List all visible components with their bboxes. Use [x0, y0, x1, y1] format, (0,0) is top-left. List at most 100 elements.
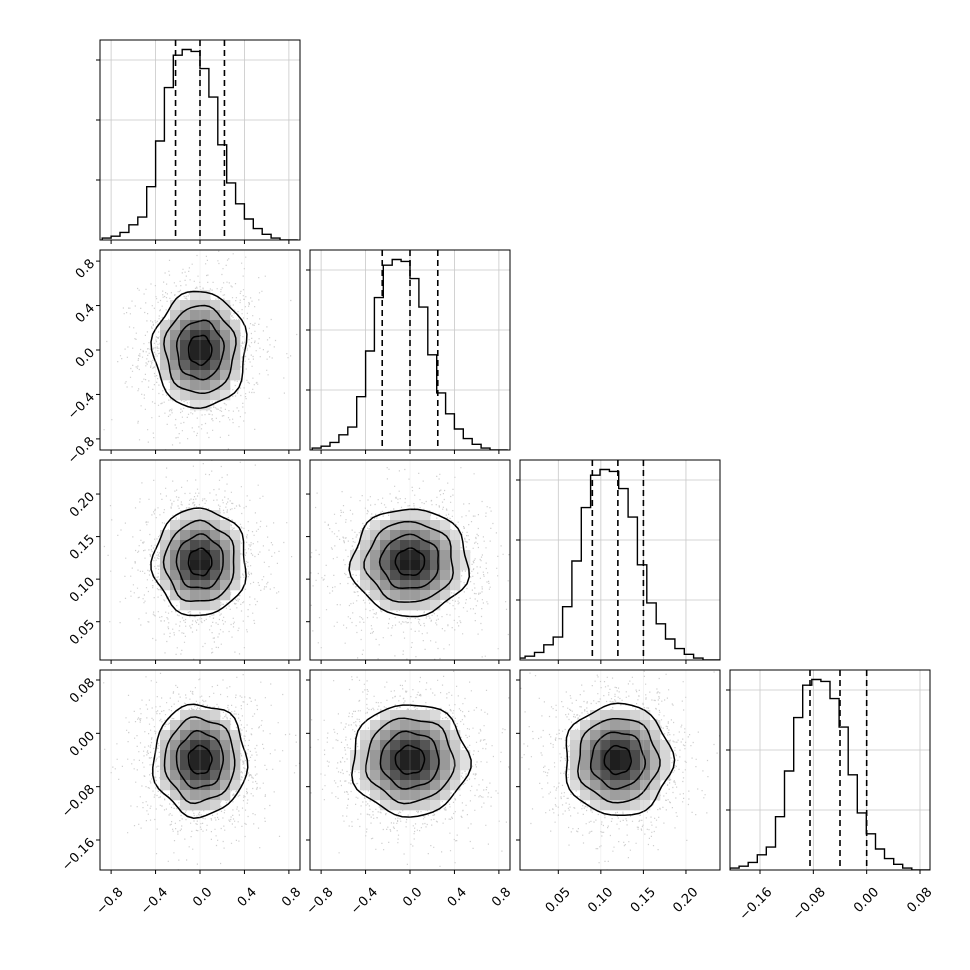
- density-cell: [200, 710, 211, 721]
- density-cell: [180, 350, 191, 361]
- density-cell: [590, 710, 601, 721]
- density-cell: [440, 550, 451, 561]
- histogram-3: [730, 678, 930, 870]
- density-cell: [360, 560, 371, 571]
- density-cell: [380, 760, 391, 771]
- density-cell: [410, 600, 421, 611]
- panel-frame: [519, 669, 721, 871]
- density-cell: [440, 790, 451, 801]
- panel-3-0: −0.8 −0.4 0.0 0.4 0.8 −0.16 −0.08 0.00 0.08: [59, 669, 304, 918]
- density-cell: [180, 380, 191, 391]
- density-cell: [630, 770, 641, 781]
- density-cell: [200, 730, 211, 741]
- density-cell: [460, 560, 471, 571]
- density-cell: [440, 560, 451, 571]
- density-cell: [220, 720, 231, 731]
- density-cell: [370, 520, 381, 531]
- density-cell: [200, 310, 211, 321]
- density-cell: [170, 310, 181, 321]
- density-cell: [210, 390, 221, 401]
- density-cell: [180, 540, 191, 551]
- density-cell: [400, 720, 411, 731]
- density-cell: [170, 390, 181, 401]
- density-cell: [170, 580, 181, 591]
- density-cell: [370, 560, 381, 571]
- density-cell: [590, 800, 601, 811]
- density-cell: [420, 730, 431, 741]
- density-cell: [430, 800, 441, 811]
- scatter-points: [310, 467, 510, 660]
- x-tick-label: −0.4: [348, 885, 381, 918]
- histogram-2: [520, 468, 720, 660]
- density-cell: [580, 730, 591, 741]
- density-cell: [220, 730, 231, 741]
- density-cell: [380, 520, 391, 531]
- density-cell: [370, 760, 381, 771]
- density-cell: [210, 300, 221, 311]
- density-cell: [650, 780, 661, 791]
- density-cell: [590, 780, 601, 791]
- density-cell: [220, 760, 231, 771]
- density-cell: [160, 370, 171, 381]
- density-cell: [420, 540, 431, 551]
- density-cell: [590, 790, 601, 801]
- density-cell: [420, 550, 431, 561]
- contour-line: [565, 702, 676, 817]
- density-cell: [630, 790, 641, 801]
- density-cell: [370, 580, 381, 591]
- panel-2-0: 0.05 0.10 0.15 0.20: [67, 459, 301, 664]
- density-cell: [220, 550, 231, 561]
- density-cell: [180, 360, 191, 371]
- density-cell: [390, 560, 401, 571]
- density-cell: [210, 600, 221, 611]
- contour-line: [150, 290, 248, 410]
- density-cell: [180, 770, 191, 781]
- density-cell: [440, 740, 451, 751]
- density-cell: [200, 320, 211, 331]
- y-tick-label: −0.8: [65, 434, 98, 467]
- density-cell: [410, 710, 421, 721]
- density-cell: [420, 570, 431, 581]
- density-cell: [390, 550, 401, 561]
- density-cell: [580, 770, 591, 781]
- density-cell: [660, 750, 671, 761]
- density-cell: [620, 720, 631, 731]
- density-cell: [410, 790, 421, 801]
- density-cell: [170, 720, 181, 731]
- density-cell: [190, 400, 201, 411]
- density-cell: [380, 530, 391, 541]
- density-cell: [180, 740, 191, 751]
- density-cell: [220, 560, 231, 571]
- density-cell: [210, 750, 221, 761]
- density-cell: [230, 740, 241, 751]
- density-cell: [220, 580, 231, 591]
- density-cell: [160, 530, 171, 541]
- density-cell: [170, 560, 181, 571]
- density-cell: [160, 560, 171, 571]
- density-cell: [220, 360, 231, 371]
- density-cell: [180, 390, 191, 401]
- density-cell: [620, 790, 631, 801]
- density-cell: [190, 380, 201, 391]
- density-cell: [180, 560, 191, 571]
- density-cell: [430, 710, 441, 721]
- density-cell: [190, 360, 201, 371]
- density-cell: [610, 730, 621, 741]
- density-cell: [210, 720, 221, 731]
- density-cell: [420, 600, 431, 611]
- contour-line: [162, 519, 235, 603]
- density-cell: [170, 770, 181, 781]
- density-cell: [210, 370, 221, 381]
- density-cell: [430, 790, 441, 801]
- density-cell: [390, 780, 401, 791]
- density-cell: [410, 720, 421, 731]
- density-cell: [410, 770, 421, 781]
- density-cell: [200, 340, 211, 351]
- density-cell: [600, 740, 611, 751]
- density-cell: [450, 560, 461, 571]
- density-cell: [350, 560, 361, 571]
- density-cell: [200, 290, 211, 301]
- density-cell: [400, 580, 411, 591]
- density-cell: [620, 740, 631, 751]
- density-cell: [220, 370, 231, 381]
